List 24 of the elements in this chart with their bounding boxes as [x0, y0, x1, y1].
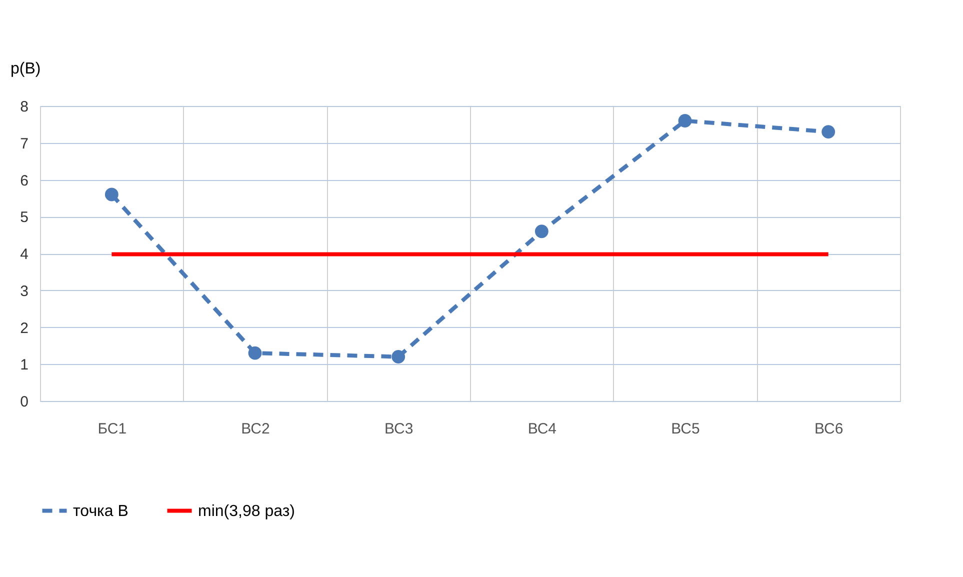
y-tick-label: 7	[20, 135, 28, 152]
point	[104, 188, 118, 202]
point	[248, 346, 262, 360]
y-tick-label: 1	[20, 356, 28, 374]
x-tick-label: ВС5	[671, 420, 700, 438]
y-tick-label: 3	[20, 282, 28, 300]
x-tick-label: ВС6	[814, 420, 844, 438]
x-tick-label: БС1	[98, 420, 127, 438]
legend-label: точка В	[73, 502, 128, 520]
point	[534, 224, 548, 238]
point	[392, 350, 406, 364]
y-tick-label: 2	[20, 320, 28, 337]
point	[678, 114, 692, 128]
y-tick-label: 4	[20, 246, 28, 263]
y-tick-label: 6	[20, 172, 28, 190]
y-tick-label: 5	[20, 209, 28, 226]
point	[822, 125, 836, 139]
x-tick-label: ВС3	[384, 420, 414, 438]
x-tick-label: ВС4	[528, 420, 557, 438]
x-tick-label: ВС2	[241, 420, 270, 438]
y-axis-title: p(B)	[10, 60, 41, 78]
y-tick-label: 0	[20, 394, 28, 410]
y-tick-label: 8	[20, 98, 28, 116]
legend-label: min(3,98 раз)	[198, 502, 295, 520]
